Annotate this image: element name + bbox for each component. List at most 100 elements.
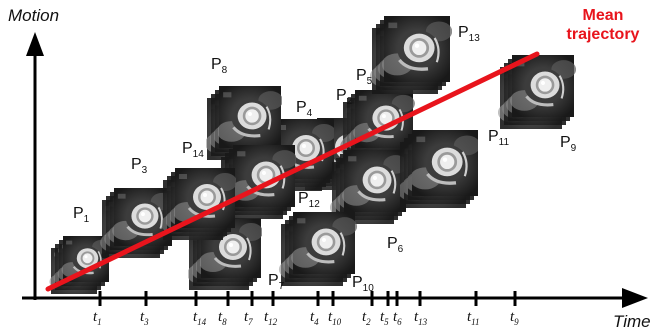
time-label-t2: t2 — [362, 309, 371, 327]
time-label-sub: 3 — [144, 317, 149, 327]
y-axis-arrow-icon — [26, 32, 44, 56]
mri-stack-p11 — [400, 130, 478, 208]
phase-label-base: P — [298, 190, 309, 207]
time-label-sub: 11 — [471, 317, 480, 327]
phase-label-sub: 4 — [306, 108, 313, 120]
phase-label-base: P — [488, 128, 499, 145]
time-label-sub: 4 — [314, 317, 319, 327]
time-label-base: t — [264, 309, 269, 325]
time-label-sub: 1 — [97, 317, 102, 327]
phase-label-p10: P10 — [352, 274, 374, 294]
phase-label-base: P — [356, 67, 367, 84]
time-tick-marks — [98, 291, 517, 306]
phase-label-sub: 5 — [366, 76, 373, 88]
mri-stack-p13 — [370, 16, 452, 94]
phase-label-sub: 2 — [346, 96, 353, 108]
phase-label-p12: P12 — [298, 190, 320, 210]
y-axis-title: Motion — [8, 6, 60, 25]
time-label-base: t — [218, 309, 223, 325]
time-label-sub: 7 — [248, 317, 253, 327]
time-label-t14: t14 — [193, 309, 206, 327]
phase-label-p13: P13 — [458, 24, 480, 44]
mean-trajectory-label: Mean trajectory — [553, 6, 653, 44]
phase-label-sub: 13 — [468, 33, 480, 45]
phase-label-p1: P1 — [73, 205, 89, 225]
phase-label-sub: 1 — [83, 214, 90, 226]
time-label-sub: 2 — [366, 317, 371, 327]
time-label-base: t — [310, 309, 315, 325]
phase-label-sub: 3 — [141, 165, 148, 177]
phase-label-p7: P7 — [268, 272, 284, 292]
time-label-sub: 13 — [418, 317, 428, 327]
time-label-base: t — [380, 309, 385, 325]
phase-label-base: P — [182, 140, 193, 157]
mean-trajectory-label-line2: trajectory — [566, 26, 640, 43]
x-axis-arrow-icon — [622, 288, 648, 308]
mean-trajectory-line — [45, 51, 540, 292]
time-label-t11: t11 — [467, 309, 480, 327]
phase-label-sub: 9 — [570, 143, 577, 155]
time-label-sub: 9 — [514, 317, 519, 327]
mri-slice-icon — [342, 150, 408, 212]
time-label-base: t — [510, 309, 515, 325]
phase-label-p6: P6 — [387, 235, 403, 255]
time-label-base: t — [244, 309, 249, 325]
time-label-t9: t9 — [510, 309, 519, 327]
mri-slice-icon — [218, 86, 282, 148]
phase-label-base: P — [73, 205, 84, 222]
time-label-t12: t12 — [264, 309, 277, 327]
time-label-t5: t5 — [380, 309, 389, 327]
time-label-t1: t1 — [93, 309, 102, 327]
axes — [22, 32, 648, 308]
mri-slice-icon — [174, 168, 236, 228]
phase-label-base: P — [336, 87, 347, 104]
time-label-sub: 10 — [332, 317, 342, 327]
time-label-sub: 5 — [384, 317, 389, 327]
phase-label-base: P — [387, 235, 398, 252]
phase-label-p4: P4 — [296, 99, 312, 119]
mri-slice-icon — [412, 130, 478, 196]
phase-label-sub: 6 — [397, 244, 404, 256]
time-label-sub: 14 — [197, 317, 207, 327]
mean-trajectory-label-line1: Mean — [582, 7, 624, 24]
time-label-base: t — [93, 309, 98, 325]
phase-label-sub: 7 — [278, 281, 285, 293]
phase-label-base: P — [211, 56, 222, 73]
time-label-t4: t4 — [310, 309, 319, 327]
time-label-t3: t3 — [140, 309, 149, 327]
phase-label-p5: P5 — [356, 67, 372, 87]
phase-label-sub: 8 — [221, 65, 228, 77]
time-label-base: t — [140, 309, 145, 325]
time-label-base: t — [362, 309, 367, 325]
time-label-base: t — [393, 309, 398, 325]
phase-label-p8: P8 — [211, 56, 227, 76]
phase-label-base: P — [560, 134, 571, 151]
time-label-base: t — [328, 309, 333, 325]
time-label-t10: t10 — [328, 309, 341, 327]
phase-label-sub: 14 — [192, 149, 204, 161]
time-label-t7: t7 — [244, 309, 253, 327]
mri-slice-icon — [290, 212, 358, 274]
phase-label-sub: 11 — [498, 137, 510, 149]
time-label-t8: t8 — [218, 309, 227, 327]
phase-label-sub: 10 — [362, 283, 374, 295]
time-label-t6: t6 — [393, 309, 402, 327]
mri-stack-p10 — [278, 212, 358, 286]
time-label-base: t — [467, 309, 472, 325]
phase-label-base: P — [131, 156, 142, 173]
time-label-sub: 8 — [222, 317, 227, 327]
mri-slice-icon — [382, 16, 452, 82]
phase-label-base: P — [352, 274, 363, 291]
phase-label-base: P — [458, 24, 469, 41]
phase-label-sub: 12 — [308, 199, 320, 211]
phase-label-base: P — [268, 272, 279, 289]
phase-label-p11: P11 — [488, 128, 509, 148]
phase-label-base: P — [296, 99, 307, 116]
time-label-sub: 12 — [268, 317, 278, 327]
phase-label-p14: P14 — [182, 140, 204, 160]
time-label-base: t — [193, 309, 198, 325]
time-label-sub: 6 — [397, 317, 402, 327]
phase-label-p9: P9 — [560, 134, 576, 154]
